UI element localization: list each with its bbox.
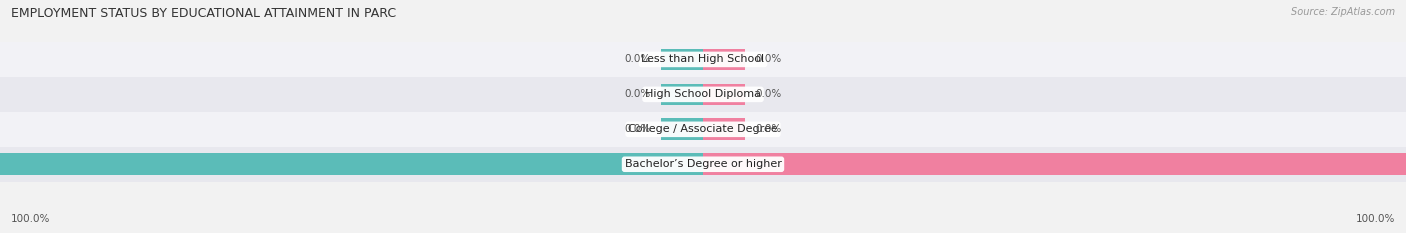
Bar bbox=[0, 154, 703, 175]
Text: 0.0%: 0.0% bbox=[624, 124, 650, 134]
Bar bbox=[661, 49, 703, 70]
Bar bbox=[661, 118, 703, 140]
Text: EMPLOYMENT STATUS BY EDUCATIONAL ATTAINMENT IN PARC: EMPLOYMENT STATUS BY EDUCATIONAL ATTAINM… bbox=[11, 7, 396, 20]
Bar bbox=[661, 84, 703, 105]
Text: Source: ZipAtlas.com: Source: ZipAtlas.com bbox=[1291, 7, 1395, 17]
Bar bbox=[0, 77, 1406, 112]
Text: 0.0%: 0.0% bbox=[756, 55, 782, 64]
Bar bbox=[703, 84, 745, 105]
Bar bbox=[703, 49, 745, 70]
Bar bbox=[703, 118, 745, 140]
Text: 0.0%: 0.0% bbox=[756, 124, 782, 134]
Text: 0.0%: 0.0% bbox=[624, 55, 650, 64]
Text: 0.0%: 0.0% bbox=[756, 89, 782, 99]
Text: High School Diploma: High School Diploma bbox=[645, 89, 761, 99]
Text: College / Associate Degree: College / Associate Degree bbox=[628, 124, 778, 134]
Text: 0.0%: 0.0% bbox=[624, 89, 650, 99]
Bar bbox=[703, 154, 1406, 175]
Legend: In Labor Force, Unemployed: In Labor Force, Unemployed bbox=[598, 230, 808, 233]
Text: 100.0%: 100.0% bbox=[1355, 214, 1395, 224]
Text: Less than High School: Less than High School bbox=[641, 55, 765, 64]
Bar bbox=[0, 112, 1406, 147]
Text: Bachelor’s Degree or higher: Bachelor’s Degree or higher bbox=[624, 159, 782, 169]
Bar bbox=[0, 42, 1406, 77]
Bar bbox=[0, 147, 1406, 182]
Text: 100.0%: 100.0% bbox=[11, 214, 51, 224]
